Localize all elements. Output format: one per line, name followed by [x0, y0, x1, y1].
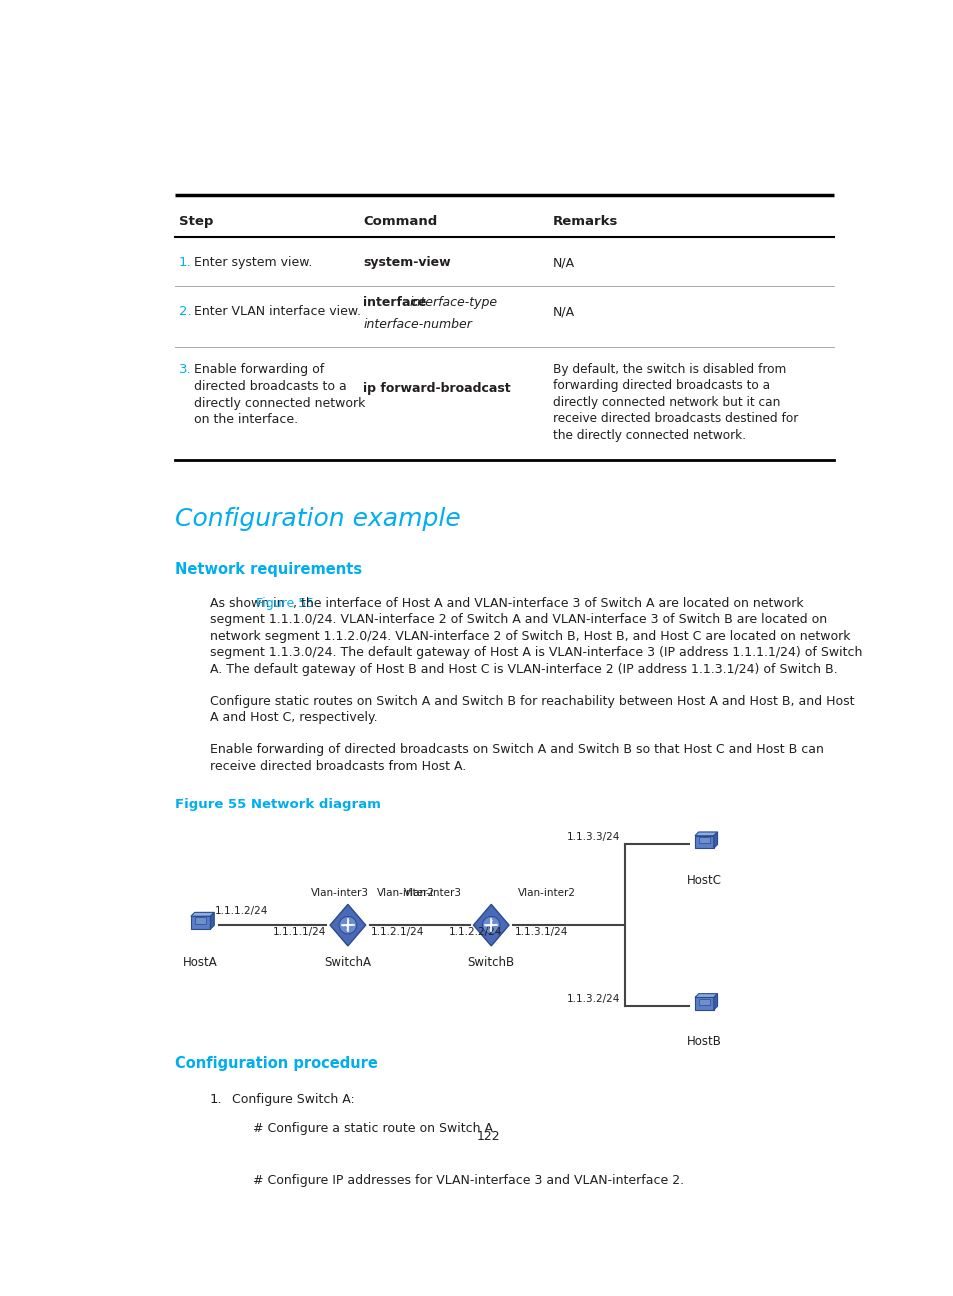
Text: 3.: 3.: [179, 363, 192, 376]
Text: 1.1.3.2/24: 1.1.3.2/24: [566, 994, 619, 1003]
Text: Configure Switch A:: Configure Switch A:: [232, 1093, 354, 1105]
Text: HostA: HostA: [183, 956, 218, 969]
Text: Vlan-inter2: Vlan-inter2: [517, 888, 576, 898]
Text: Figure 55: Figure 55: [255, 596, 314, 609]
Text: system-view: system-view: [363, 257, 451, 270]
Polygon shape: [694, 832, 717, 836]
Text: 1.1.2.2/24: 1.1.2.2/24: [448, 927, 501, 937]
Text: Vlan-inter2: Vlan-inter2: [377, 888, 435, 898]
Text: Vlan-inter3: Vlan-inter3: [311, 888, 369, 898]
Text: 122: 122: [476, 1130, 500, 1143]
Text: 1.1.3.3/24: 1.1.3.3/24: [566, 832, 619, 842]
Text: SwitchA: SwitchA: [324, 956, 371, 969]
Text: Configure static routes on Switch A and Switch B for reachability between Host A: Configure static routes on Switch A and …: [210, 695, 854, 708]
Text: receive directed broadcasts destined for: receive directed broadcasts destined for: [553, 412, 798, 425]
Polygon shape: [211, 912, 214, 929]
Text: directly connected network but it can: directly connected network but it can: [553, 395, 780, 408]
Polygon shape: [694, 998, 713, 1010]
Text: Enter system view.: Enter system view.: [194, 257, 313, 270]
Text: interface: interface: [363, 295, 431, 308]
Text: segment 1.1.1.0/24. VLAN-interface 2 of Switch A and VLAN-interface 3 of Switch : segment 1.1.1.0/24. VLAN-interface 2 of …: [210, 613, 826, 626]
Text: 1.1.1.1/24: 1.1.1.1/24: [273, 927, 326, 937]
Text: As shown in: As shown in: [210, 596, 288, 609]
Text: Command: Command: [363, 215, 437, 228]
Text: , the interface of Host A and VLAN-interface 3 of Switch A are located on networ: , the interface of Host A and VLAN-inter…: [293, 596, 803, 609]
Polygon shape: [473, 905, 509, 946]
Polygon shape: [195, 918, 206, 924]
Text: N/A: N/A: [553, 306, 575, 319]
Text: # Configure IP addresses for VLAN-interface 3 and VLAN-interface 2.: # Configure IP addresses for VLAN-interf…: [253, 1174, 683, 1187]
Text: 2.: 2.: [179, 306, 192, 319]
Polygon shape: [191, 916, 211, 929]
Polygon shape: [330, 905, 365, 946]
Polygon shape: [699, 998, 709, 1004]
Text: N/A: N/A: [553, 257, 575, 270]
Text: Enable forwarding of: Enable forwarding of: [194, 363, 324, 376]
Polygon shape: [713, 994, 717, 1010]
Text: on the interface.: on the interface.: [194, 413, 298, 426]
Text: interface-number: interface-number: [363, 319, 472, 332]
Text: Configuration example: Configuration example: [174, 507, 460, 530]
Text: SwitchB: SwitchB: [467, 956, 515, 969]
Text: 1.1.3.1/24: 1.1.3.1/24: [514, 927, 567, 937]
Text: Figure 55 Network diagram: Figure 55 Network diagram: [174, 798, 380, 811]
Polygon shape: [694, 836, 713, 848]
Text: Configuration procedure: Configuration procedure: [174, 1056, 377, 1070]
Text: 1.: 1.: [210, 1093, 222, 1105]
Text: directly connected network: directly connected network: [194, 397, 365, 410]
Text: interface-type: interface-type: [410, 295, 497, 308]
Text: Vlan-inter3: Vlan-inter3: [403, 888, 461, 898]
Circle shape: [482, 916, 499, 934]
Text: segment 1.1.3.0/24. The default gateway of Host A is VLAN-interface 3 (IP addres: segment 1.1.3.0/24. The default gateway …: [210, 647, 862, 660]
Text: Remarks: Remarks: [553, 215, 618, 228]
Text: forwarding directed broadcasts to a: forwarding directed broadcasts to a: [553, 380, 770, 393]
Polygon shape: [191, 912, 214, 916]
Text: 1.: 1.: [179, 257, 192, 270]
Text: A. The default gateway of Host B and Host C is VLAN-interface 2 (IP address 1.1.: A. The default gateway of Host B and Hos…: [210, 664, 837, 677]
Text: directed broadcasts to a: directed broadcasts to a: [194, 380, 347, 393]
Polygon shape: [699, 837, 709, 842]
Text: Enable forwarding of directed broadcasts on Switch A and Switch B so that Host C: Enable forwarding of directed broadcasts…: [210, 744, 823, 757]
Text: A and Host C, respectively.: A and Host C, respectively.: [210, 712, 377, 724]
Text: HostC: HostC: [686, 874, 721, 886]
Text: # Configure a static route on Switch A.: # Configure a static route on Switch A.: [253, 1122, 496, 1135]
Text: Network requirements: Network requirements: [174, 562, 362, 577]
Text: 1.1.1.2/24: 1.1.1.2/24: [214, 906, 268, 916]
Text: Enter VLAN interface view.: Enter VLAN interface view.: [194, 306, 361, 319]
Circle shape: [338, 916, 356, 934]
Text: network segment 1.1.2.0/24. VLAN-interface 2 of Switch B, Host B, and Host C are: network segment 1.1.2.0/24. VLAN-interfa…: [210, 630, 849, 643]
Text: Step: Step: [179, 215, 213, 228]
Text: receive directed broadcasts from Host A.: receive directed broadcasts from Host A.: [210, 759, 466, 772]
Text: By default, the switch is disabled from: By default, the switch is disabled from: [553, 363, 785, 376]
Polygon shape: [694, 994, 717, 998]
Text: HostB: HostB: [686, 1036, 721, 1048]
Text: 1.1.2.1/24: 1.1.2.1/24: [371, 927, 424, 937]
Polygon shape: [713, 832, 717, 848]
Text: the directly connected network.: the directly connected network.: [553, 429, 745, 442]
Text: ip forward-broadcast: ip forward-broadcast: [363, 381, 511, 394]
